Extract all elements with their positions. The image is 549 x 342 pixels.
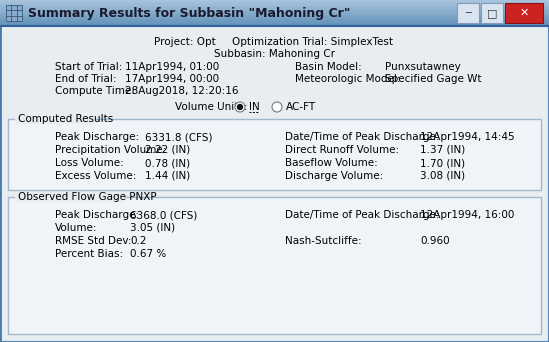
Text: Discharge Volume:: Discharge Volume: — [285, 171, 383, 181]
Text: Direct Runoff Volume:: Direct Runoff Volume: — [285, 145, 399, 155]
Bar — [457, 3, 479, 23]
Text: ✕: ✕ — [519, 8, 529, 18]
Text: Peak Discharge:: Peak Discharge: — [55, 132, 139, 142]
Text: Volume:: Volume: — [55, 223, 98, 233]
Bar — [0, 1, 549, 3]
Text: 1.70 (IN): 1.70 (IN) — [420, 158, 465, 168]
Circle shape — [272, 102, 282, 112]
Text: Percent Bias:: Percent Bias: — [55, 249, 123, 259]
Text: Baseflow Volume:: Baseflow Volume: — [285, 158, 378, 168]
Text: 1.37 (IN): 1.37 (IN) — [420, 145, 465, 155]
Text: Start of Trial:: Start of Trial: — [55, 62, 122, 72]
Bar — [8, 197, 541, 334]
Text: Project: Opt     Optimization Trial: SimplexTest: Project: Opt Optimization Trial: Simplex… — [154, 37, 394, 47]
Text: IN: IN — [249, 102, 260, 112]
Text: 3.05 (IN): 3.05 (IN) — [130, 223, 175, 233]
Bar — [0, 22, 549, 23]
Bar — [0, 20, 549, 22]
Bar — [0, 14, 549, 16]
Circle shape — [235, 102, 245, 112]
Text: 12Apr1994, 14:45: 12Apr1994, 14:45 — [420, 132, 514, 142]
Text: Precipitation Volume:: Precipitation Volume: — [55, 145, 166, 155]
Text: 2.22 (IN): 2.22 (IN) — [145, 145, 191, 155]
Bar — [0, 7, 549, 9]
Bar — [0, 0, 549, 1]
Text: 28Aug2018, 12:20:16: 28Aug2018, 12:20:16 — [125, 86, 238, 96]
Text: 0.960: 0.960 — [420, 236, 450, 246]
Bar — [0, 24, 549, 26]
Text: □: □ — [487, 8, 497, 18]
Text: 0.67 %: 0.67 % — [130, 249, 166, 259]
Text: 0.2: 0.2 — [130, 236, 147, 246]
Bar — [0, 5, 549, 6]
Bar — [0, 16, 549, 18]
Text: Computed Results: Computed Results — [18, 114, 113, 124]
Bar — [505, 3, 543, 23]
Text: 11Apr1994, 01:00: 11Apr1994, 01:00 — [125, 62, 219, 72]
Text: 3.08 (IN): 3.08 (IN) — [420, 171, 465, 181]
Bar — [481, 3, 503, 23]
Text: Compute Time:: Compute Time: — [55, 86, 135, 96]
Text: Punxsutawney: Punxsutawney — [385, 62, 461, 72]
Text: 12Apr1994, 16:00: 12Apr1994, 16:00 — [420, 210, 514, 220]
Text: Volume Units:: Volume Units: — [175, 102, 248, 112]
Text: Excess Volume:: Excess Volume: — [55, 171, 136, 181]
Text: Nash-Sutcliffe:: Nash-Sutcliffe: — [285, 236, 362, 246]
Text: Date/Time of Peak Discharge:: Date/Time of Peak Discharge: — [285, 210, 440, 220]
Text: Loss Volume:: Loss Volume: — [55, 158, 124, 168]
Bar — [15, 192, 125, 202]
Text: ─: ─ — [465, 8, 471, 18]
Text: Meteorologic Model:: Meteorologic Model: — [295, 74, 401, 84]
Text: End of Trial:: End of Trial: — [55, 74, 116, 84]
Bar — [0, 9, 549, 10]
Bar — [0, 19, 549, 21]
Text: Summary Results for Subbasin "Mahoning Cr": Summary Results for Subbasin "Mahoning C… — [28, 6, 350, 19]
Text: 6331.8 (CFS): 6331.8 (CFS) — [145, 132, 212, 142]
Bar — [0, 23, 549, 25]
Bar — [0, 3, 549, 5]
Text: Observed Flow Gage PNXP: Observed Flow Gage PNXP — [18, 192, 156, 202]
Text: 0.78 (IN): 0.78 (IN) — [145, 158, 190, 168]
Bar — [0, 18, 549, 19]
Text: 6368.0 (CFS): 6368.0 (CFS) — [130, 210, 198, 220]
Bar — [15, 114, 95, 124]
Text: Basin Model:: Basin Model: — [295, 62, 362, 72]
Bar — [0, 11, 549, 13]
Bar — [8, 119, 541, 190]
Bar — [0, 13, 549, 14]
Bar — [0, 15, 549, 17]
Text: Subbasin: Mahoning Cr: Subbasin: Mahoning Cr — [214, 49, 334, 59]
Text: 1.44 (IN): 1.44 (IN) — [145, 171, 191, 181]
Text: Peak Discharge:: Peak Discharge: — [55, 210, 139, 220]
Text: 17Apr1994, 00:00: 17Apr1994, 00:00 — [125, 74, 219, 84]
Text: AC-FT: AC-FT — [286, 102, 316, 112]
Bar — [0, 10, 549, 12]
Bar — [6, 5, 22, 21]
Text: Specified Gage Wt: Specified Gage Wt — [385, 74, 481, 84]
Text: Date/Time of Peak Discharge:: Date/Time of Peak Discharge: — [285, 132, 440, 142]
Bar — [0, 6, 549, 8]
Bar — [0, 2, 549, 4]
Text: RMSE Std Dev:: RMSE Std Dev: — [55, 236, 132, 246]
Circle shape — [238, 105, 243, 109]
